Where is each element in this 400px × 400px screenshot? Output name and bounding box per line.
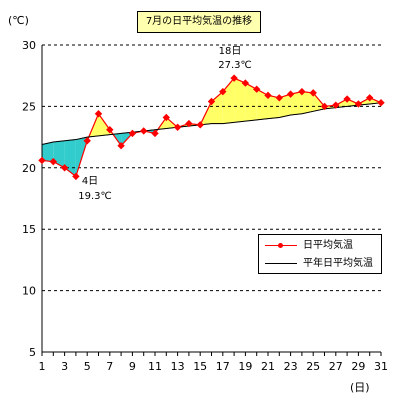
data-point <box>128 129 137 138</box>
x-tick-label: 27 <box>329 360 343 373</box>
axes <box>41 45 382 356</box>
data-point <box>252 85 261 93</box>
x-tick-label: 15 <box>193 360 207 373</box>
data-point <box>173 123 182 131</box>
data-point <box>139 127 148 135</box>
series-lines <box>41 77 382 178</box>
data-point <box>106 126 114 134</box>
data-point <box>83 137 91 145</box>
fill-segment <box>53 140 65 168</box>
data-point <box>94 110 103 118</box>
annotation-max-day: 18日 <box>218 46 242 57</box>
fill-segment <box>268 95 280 119</box>
y-tick-label: 25 <box>22 100 36 113</box>
data-point <box>332 101 340 109</box>
data-point <box>219 87 227 96</box>
series-line-daily <box>41 77 382 178</box>
data-point <box>354 100 363 108</box>
data-point <box>275 94 284 102</box>
data-point <box>185 119 193 128</box>
data-point <box>343 95 351 103</box>
legend-label-daily: 日平均気温 <box>303 240 353 251</box>
x-tick-label: 3 <box>61 360 68 373</box>
x-tick-label: 11 <box>148 360 162 373</box>
x-tick-label: 7 <box>106 360 113 373</box>
fill-segment <box>234 78 246 123</box>
data-point <box>162 113 171 122</box>
x-tick-label: 23 <box>284 360 298 373</box>
data-point <box>49 157 58 166</box>
series-markers <box>38 74 385 181</box>
data-point <box>365 94 374 102</box>
x-tick-label: 25 <box>306 360 320 373</box>
x-tick-label: 9 <box>129 360 136 373</box>
data-point <box>117 141 125 150</box>
x-tick-label: 31 <box>374 360 388 373</box>
data-point <box>207 97 216 106</box>
data-point <box>60 164 69 172</box>
x-tick-label: 19 <box>238 360 252 373</box>
legend-item-normal: 平年日平均気温 <box>259 256 381 272</box>
x-tick-label: 21 <box>261 360 275 373</box>
annotation-min-day: 4日 <box>81 176 99 187</box>
x-tick-label: 29 <box>351 360 365 373</box>
y-tick-label: 15 <box>22 223 36 236</box>
legend-line-swatch <box>265 263 297 264</box>
x-axis-unit: (日) <box>350 381 370 394</box>
annotation-max-value: 27.3℃ <box>218 60 252 71</box>
data-point <box>230 74 238 82</box>
data-point <box>309 89 317 97</box>
data-point <box>298 87 306 96</box>
y-tick-label: 5 <box>29 346 36 359</box>
data-point <box>72 172 80 181</box>
annotation-min-value: 19.3℃ <box>78 191 112 202</box>
chart-title: 7月の日平均気温の推移 <box>137 11 261 33</box>
legend-label-normal: 平年日平均気温 <box>303 258 373 269</box>
fill-segment <box>222 78 235 124</box>
fill-segment <box>256 89 268 120</box>
y-tick-label: 30 <box>22 39 36 52</box>
data-point <box>38 156 46 165</box>
fill-segment <box>301 91 314 114</box>
x-tick-label: 1 <box>39 360 46 373</box>
data-point <box>196 121 204 129</box>
y-axis-unit: (℃) <box>8 14 29 27</box>
data-point <box>320 102 329 111</box>
fill-segment <box>290 91 302 115</box>
fill-segment <box>279 94 291 118</box>
fill-segment <box>245 83 257 122</box>
x-tick-label: 5 <box>84 360 91 373</box>
data-point <box>286 90 295 98</box>
data-point <box>377 99 385 107</box>
x-tick-label: 13 <box>171 360 185 373</box>
data-point <box>151 129 159 138</box>
legend-marker-swatch <box>278 243 283 248</box>
data-point <box>264 91 272 100</box>
fill-segment <box>64 139 76 177</box>
x-tick-label: 17 <box>216 360 230 373</box>
y-tick-label: 20 <box>22 162 36 175</box>
legend: 日平均気温 平年日平均気温 <box>258 234 382 274</box>
gridlines <box>42 44 381 292</box>
data-point <box>241 79 250 87</box>
legend-item-daily: 日平均気温 <box>259 238 381 254</box>
y-tick-label: 10 <box>22 285 36 298</box>
fill-segment <box>42 142 54 162</box>
